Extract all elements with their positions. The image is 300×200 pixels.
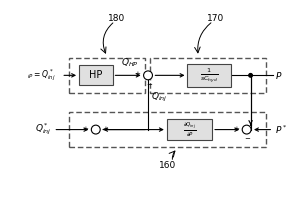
- Text: +: +: [82, 126, 88, 132]
- FancyBboxPatch shape: [167, 119, 212, 140]
- Text: +: +: [135, 71, 141, 77]
- Text: +: +: [233, 126, 239, 132]
- Text: HP: HP: [89, 70, 103, 80]
- Text: 170: 170: [207, 14, 225, 23]
- Text: 180: 180: [108, 14, 126, 23]
- FancyBboxPatch shape: [188, 64, 231, 87]
- Text: $P$: $P$: [275, 70, 283, 81]
- Text: 160: 160: [159, 161, 176, 170]
- Text: −: −: [146, 82, 152, 88]
- Text: $Q_{HP}$: $Q_{HP}$: [122, 57, 139, 69]
- Text: $Q_{inj}$: $Q_{inj}$: [151, 91, 168, 104]
- Circle shape: [144, 71, 152, 80]
- Circle shape: [242, 125, 251, 134]
- Text: $\frac{\partial Q_{inj}}{\partial P}$: $\frac{\partial Q_{inj}}{\partial P}$: [183, 120, 196, 139]
- Text: $Q^*_{inj}$: $Q^*_{inj}$: [35, 122, 51, 137]
- Text: −: −: [245, 136, 250, 142]
- Circle shape: [249, 74, 252, 77]
- Text: $\frac{1}{sC_{hyd}}$: $\frac{1}{sC_{hyd}}$: [200, 66, 218, 85]
- Text: $_{iP} = Q^*_{inj}$: $_{iP} = Q^*_{inj}$: [27, 68, 56, 83]
- FancyBboxPatch shape: [79, 65, 112, 85]
- Text: $P^*$: $P^*$: [275, 123, 288, 136]
- Circle shape: [91, 125, 100, 134]
- Text: +: +: [102, 126, 108, 132]
